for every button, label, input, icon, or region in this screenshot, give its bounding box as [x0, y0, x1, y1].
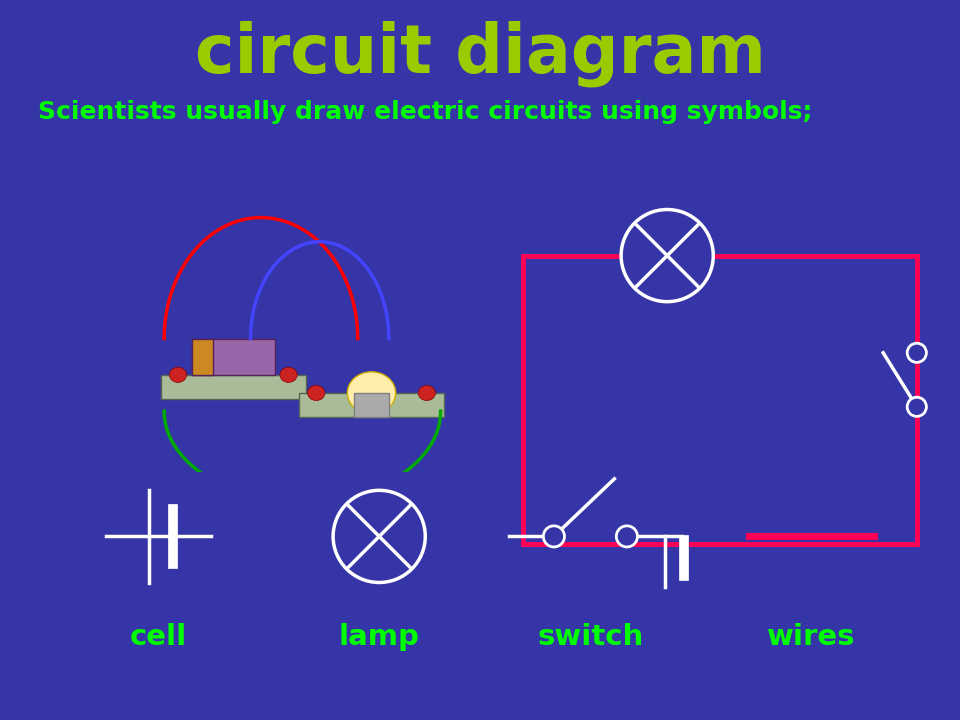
Circle shape: [348, 372, 396, 414]
FancyBboxPatch shape: [192, 338, 212, 375]
Circle shape: [280, 367, 298, 382]
FancyBboxPatch shape: [354, 393, 389, 417]
Text: lamp: lamp: [339, 624, 420, 651]
Circle shape: [169, 367, 186, 382]
Circle shape: [419, 385, 436, 400]
Text: wires: wires: [767, 624, 855, 651]
Ellipse shape: [333, 490, 425, 582]
Circle shape: [307, 385, 324, 400]
Ellipse shape: [907, 343, 926, 362]
FancyBboxPatch shape: [192, 338, 275, 375]
Text: switch: switch: [538, 624, 643, 651]
Ellipse shape: [616, 526, 637, 547]
Text: circuit diagram: circuit diagram: [195, 21, 765, 87]
FancyBboxPatch shape: [299, 393, 444, 417]
Ellipse shape: [907, 397, 926, 416]
Ellipse shape: [543, 526, 564, 547]
FancyBboxPatch shape: [160, 375, 306, 399]
Text: cell: cell: [130, 624, 187, 651]
Text: Scientists usually draw electric circuits using symbols;: Scientists usually draw electric circuit…: [38, 99, 813, 124]
Ellipse shape: [621, 210, 713, 302]
